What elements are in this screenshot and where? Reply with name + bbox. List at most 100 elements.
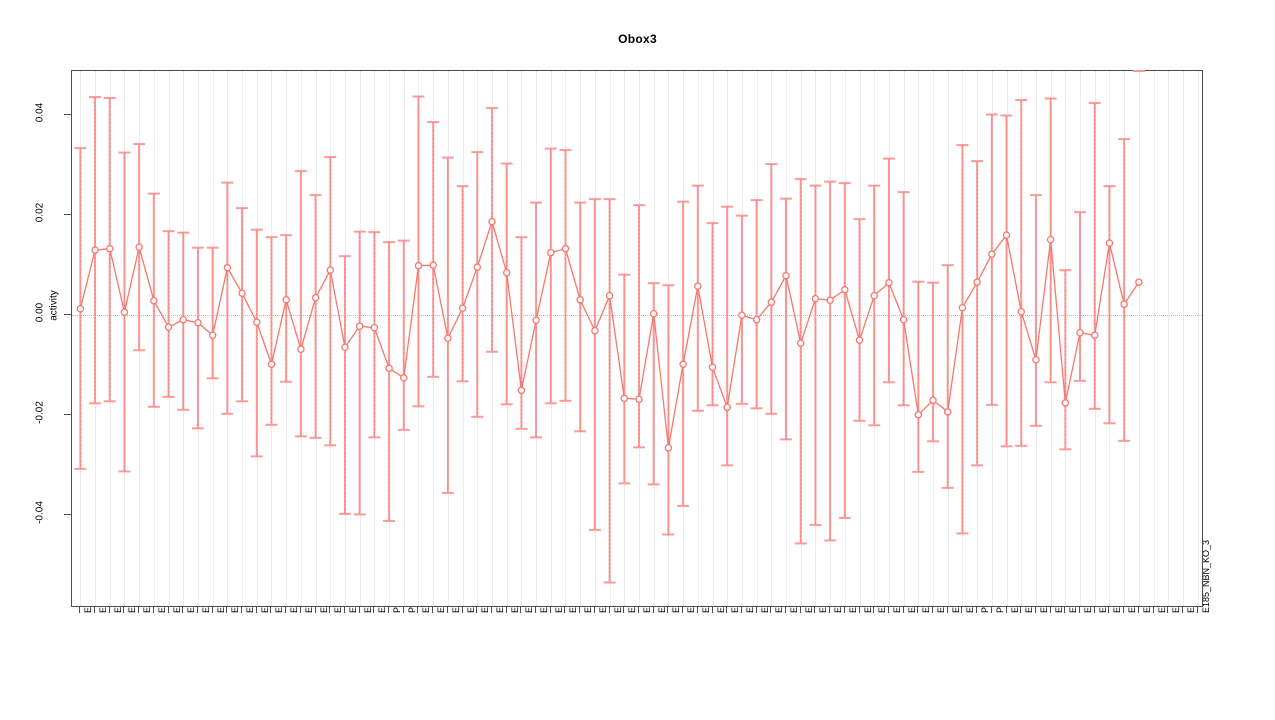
x-axis-tick-mark	[329, 607, 331, 613]
x-axis-tick-mark	[858, 607, 860, 613]
data-point-marker	[414, 261, 423, 270]
x-axis-tick-mark	[138, 607, 140, 613]
error-bar	[368, 231, 381, 439]
data-point-marker	[1135, 278, 1143, 286]
data-point-marker	[870, 291, 878, 300]
y-axis-tick-label: 0.04	[34, 102, 46, 123]
gridline	[1168, 71, 1170, 606]
data-point-marker	[208, 331, 217, 339]
data-point-marker	[914, 411, 923, 419]
data-point-marker	[885, 278, 893, 287]
x-axis-tick-mark	[1034, 607, 1036, 613]
data-point-marker	[282, 295, 290, 304]
data-point-marker	[899, 315, 908, 324]
data-point-marker	[694, 282, 702, 290]
data-point-marker	[326, 266, 335, 274]
x-axis-tick-mark	[564, 607, 566, 613]
x-axis-tick-mark	[638, 607, 639, 613]
x-axis-tick-mark	[285, 607, 287, 613]
y-axis-tick-mark	[64, 114, 71, 116]
x-axis-tick-mark	[314, 607, 316, 613]
data-point-marker	[811, 294, 820, 303]
x-axis-tick-mark	[755, 607, 757, 613]
x-axis-tick-mark	[549, 607, 551, 613]
x-axis-tick-mark	[373, 607, 375, 613]
y-axis-tick-label: -0.02	[34, 401, 46, 425]
data-point-marker	[150, 296, 158, 305]
data-point-marker	[370, 323, 379, 332]
plot-area	[71, 70, 1203, 607]
x-axis-tick-mark	[593, 607, 595, 613]
x-axis-tick-mark	[726, 607, 728, 613]
x-axis-tick-mark	[461, 607, 463, 613]
x-axis-tick-mark	[667, 607, 669, 613]
y-axis-tick-label: 0.00	[34, 302, 46, 323]
x-axis-tick-mark	[579, 607, 581, 613]
x-axis-tick-mark	[1167, 607, 1169, 613]
data-point-marker	[841, 285, 849, 294]
data-point-marker	[958, 303, 967, 312]
data-point-marker	[355, 322, 364, 330]
x-axis-tick-mark	[1020, 607, 1022, 613]
x-axis-tick-mark	[814, 607, 816, 613]
page-title: Obox3	[618, 32, 657, 46]
data-point-marker	[473, 263, 482, 271]
data-point-marker	[120, 308, 129, 316]
data-point-marker	[605, 291, 614, 300]
y-axis-tick-mark	[64, 414, 71, 416]
x-axis-tick-mark	[226, 607, 228, 613]
x-axis-tick-mark	[211, 607, 213, 613]
x-axis-tick-mark	[490, 607, 492, 613]
data-point-marker	[561, 244, 570, 253]
x-axis-tick-mark	[740, 607, 742, 613]
zero-gridline	[72, 315, 1202, 317]
data-point-marker	[855, 336, 864, 345]
x-axis-tick-mark	[976, 607, 978, 613]
data-point-marker	[576, 295, 584, 304]
data-point-marker	[649, 309, 658, 318]
data-point-marker	[458, 304, 467, 312]
data-point-marker	[444, 334, 452, 342]
data-point-marker	[1090, 331, 1099, 339]
data-point-marker	[223, 263, 232, 272]
data-point-marker	[708, 363, 717, 372]
data-point-marker	[929, 396, 937, 405]
x-axis-tick-mark	[196, 607, 198, 613]
gridline	[1182, 71, 1184, 606]
x-axis-tick-mark	[388, 607, 390, 613]
x-axis-tick-mark	[1181, 607, 1183, 613]
x-axis-tick-mark	[79, 607, 81, 613]
x-axis-tick-mark	[652, 607, 654, 613]
error-bar	[412, 95, 425, 408]
data-point-marker	[620, 394, 629, 403]
x-axis-tick-mark	[167, 607, 169, 613]
x-axis-tick-mark	[1064, 607, 1066, 613]
data-point-marker	[502, 268, 511, 277]
x-axis-tick-mark	[535, 607, 537, 613]
data-point-marker	[194, 318, 202, 327]
x-axis-tick-mark	[961, 607, 963, 613]
x-axis-tick-mark	[270, 607, 272, 613]
x-axis-tick-mark	[1049, 607, 1051, 613]
data-point-marker	[297, 345, 305, 354]
data-point-marker	[782, 271, 790, 280]
x-axis-tick-mark	[241, 607, 243, 613]
x-axis-tick-mark	[1093, 607, 1095, 613]
y-axis-tick-mark	[64, 514, 71, 516]
x-axis-tick-mark	[152, 607, 154, 613]
data-point-marker	[1046, 235, 1055, 244]
data-point-marker	[76, 304, 85, 313]
x-axis-tick-mark	[123, 607, 125, 613]
y-axis-label: activity	[48, 290, 60, 321]
data-point-marker	[532, 316, 540, 324]
x-axis-tick-mark	[358, 607, 360, 613]
error-bar	[868, 184, 881, 427]
error-bar	[912, 280, 925, 473]
x-axis-tick-mark	[608, 607, 610, 613]
x-axis-tick-mark	[1108, 607, 1110, 613]
data-point-marker	[135, 243, 143, 251]
y-axis-tick-label: 0.02	[34, 202, 46, 223]
data-point-marker	[400, 374, 408, 382]
x-axis-tick-mark	[829, 607, 831, 613]
